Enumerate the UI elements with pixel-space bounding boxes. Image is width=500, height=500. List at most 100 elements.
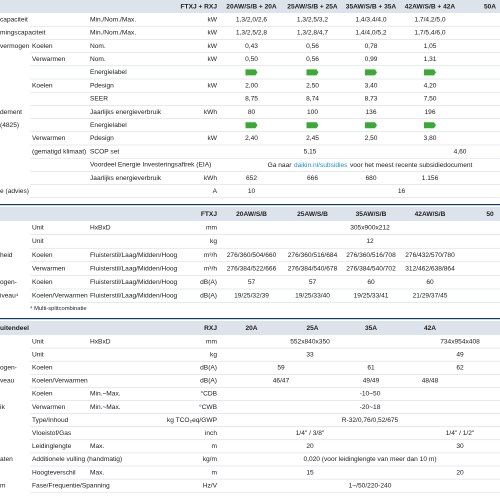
- row-group: ogen-: [0, 365, 17, 372]
- section-rule: [0, 318, 500, 320]
- cell-value: 2,50: [365, 135, 378, 142]
- cell-value: 42A: [424, 325, 436, 332]
- cell-value: 8,73: [365, 96, 378, 103]
- cell-value: 3,80: [424, 135, 437, 142]
- cell-value: 2,50: [306, 82, 319, 89]
- row-group: vermogen: [0, 43, 30, 50]
- row-unit: kW: [207, 56, 217, 63]
- energy-badge: [365, 69, 377, 76]
- row-unit: dB(A): [200, 365, 217, 372]
- cell-value: -20~18: [360, 404, 381, 411]
- row-label: Verwarmen: [32, 56, 66, 63]
- row-unit: A: [213, 188, 218, 195]
- cell-value: 60: [367, 279, 375, 286]
- cell-value: 21/29/37/45: [413, 293, 448, 300]
- row-group: mingscapaciteit: [0, 30, 46, 37]
- cell-value: 19/25/33/40: [295, 293, 330, 300]
- cell-value: 57: [248, 279, 256, 286]
- cell-value: 2,00: [245, 82, 258, 89]
- cell-value: 42AW/S/B + 42A: [405, 3, 456, 10]
- cell-value: 8,75: [245, 96, 258, 103]
- cell-value: 276/384/540/702: [346, 265, 396, 272]
- cell-value: 42AW/S/B: [415, 211, 446, 218]
- cell-value: 57: [309, 279, 317, 286]
- row-spec: Max.: [90, 443, 104, 450]
- cell-value: 276/432/570/780: [405, 252, 455, 259]
- cell-value: 1,05: [424, 43, 437, 50]
- row-unit: kg: [210, 351, 217, 358]
- cell-value: 59: [277, 365, 285, 372]
- row-label: Leidinglengte: [32, 443, 72, 450]
- cell-value: 0,99: [365, 56, 378, 63]
- cell-value: 15: [306, 469, 314, 476]
- cell-value: 20AW/S/B + 20A: [226, 3, 277, 10]
- row-label: Koelen: [32, 82, 53, 89]
- row-label: Unit: [32, 225, 44, 232]
- row-group: ik: [0, 404, 5, 411]
- cell-value: 1.156: [422, 175, 439, 182]
- row-label: Koelen: [32, 279, 53, 286]
- row-spec: Min./Nom./Max.: [90, 30, 136, 37]
- row-spec: Min.~Max.: [90, 404, 121, 411]
- cell-value: 35A: [365, 325, 377, 332]
- cell-value: 1/4" / 3/8": [296, 430, 325, 437]
- row-unit: inch: [205, 430, 217, 437]
- row-unit: kW: [207, 16, 217, 23]
- row-label: Verwarmen: [32, 265, 66, 272]
- row-spec: Energielabel: [90, 122, 127, 129]
- row-label: Verwarmen: [32, 404, 66, 411]
- header-band: [0, 207, 500, 221]
- cell-value: 30: [456, 443, 464, 450]
- cell-value: 1,7/5,4/6,0: [414, 30, 445, 37]
- cell-value: 136: [365, 109, 376, 116]
- link[interactable]: daikin.nl/subsidies: [294, 162, 348, 169]
- cell-value: 25AW/S/B + 25A: [287, 3, 338, 10]
- cell-value: 80: [248, 109, 256, 116]
- text-part: Ga naar: [268, 162, 293, 169]
- cell-value: 305x900x212: [350, 225, 390, 232]
- row-label: Unit: [32, 238, 44, 245]
- cell-value: 10: [248, 188, 256, 195]
- row-unit: kW: [207, 43, 217, 50]
- row-unit: °CDB: [200, 390, 217, 398]
- row-label: Koelen: [32, 43, 53, 50]
- cell-value: 1,3/2,0/2,6: [236, 16, 267, 23]
- cell-value: 666: [307, 175, 318, 182]
- header-label: FTXJ: [201, 211, 217, 218]
- cell-value: 35AW/S/B + 35A: [346, 3, 397, 10]
- cell-value: 4,20: [424, 82, 437, 89]
- row-spec: Energielabel: [90, 69, 127, 76]
- row-group: dement: [0, 109, 22, 116]
- row-label: Koelen/Verwarmen: [32, 378, 88, 385]
- row-group: iveau⁴: [0, 293, 19, 300]
- row-label: Verwarmen: [32, 135, 66, 142]
- row-unit: dB(A): [200, 293, 217, 300]
- header-group: uitendeel: [0, 325, 29, 332]
- row-label: Hoogteverschil: [32, 469, 76, 476]
- row-unit: kW: [207, 135, 217, 142]
- cell-value: 1,3/2,8/4,7: [297, 30, 328, 37]
- row-label: Vloeistof/Gas: [32, 430, 72, 437]
- energy-badge: [245, 122, 258, 129]
- cell-value: 196: [424, 109, 435, 116]
- cell-value: 61: [367, 365, 375, 372]
- cell-value: 19/25/33/41: [354, 293, 389, 300]
- row-spec: Pdesign: [90, 82, 114, 89]
- header-band: [0, 0, 500, 13]
- cell-value: 1,4/4,0/5,2: [355, 30, 386, 37]
- cell-value: 652: [246, 175, 257, 182]
- row-spec: Jaarlijks energieverbruik: [90, 175, 162, 182]
- row-spec: Fluisterstil/Laag/Midden/Hoog: [90, 252, 178, 259]
- cell-value: 46/47: [273, 378, 290, 385]
- cell-value: 48/48: [422, 378, 439, 385]
- cell-value: 2,45: [306, 135, 319, 142]
- row-spec: HxBxD: [90, 225, 111, 232]
- cell-value: 33: [306, 351, 314, 358]
- row-unit: kg/m: [203, 456, 218, 463]
- cell-value: 20AW/S/B: [236, 211, 267, 218]
- energy-badge: [424, 69, 436, 76]
- cell-value: 1~/50/220-240: [349, 482, 392, 489]
- row-unit: mm: [206, 338, 217, 345]
- row-group: ogen-: [0, 279, 17, 286]
